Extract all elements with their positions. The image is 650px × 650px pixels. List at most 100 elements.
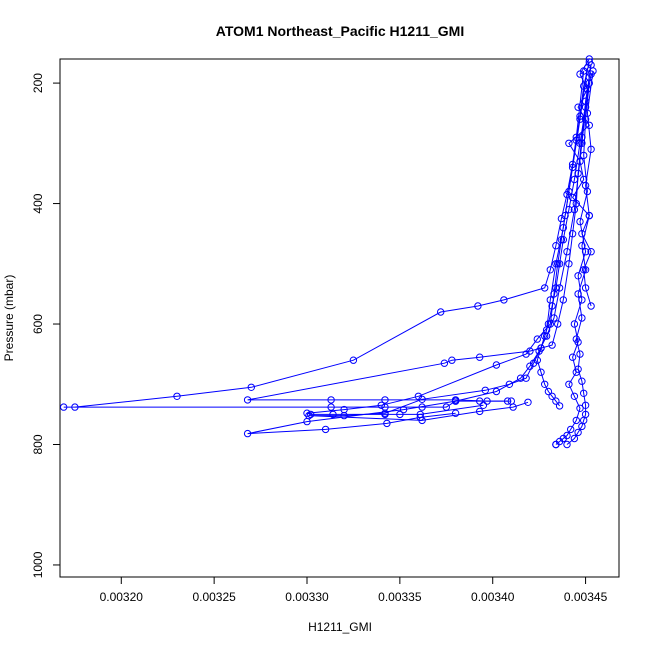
y-tick-label: 1000 — [31, 551, 45, 578]
series-layer — [60, 55, 597, 449]
data-point — [572, 133, 580, 142]
data-point — [581, 266, 590, 274]
x-tick-label: 0.00330 — [285, 590, 329, 604]
series-line — [247, 77, 590, 435]
series-line — [308, 70, 585, 421]
data-point — [581, 284, 590, 292]
data-point — [574, 365, 582, 373]
data-point — [440, 359, 449, 367]
data-point — [542, 332, 551, 340]
data-point — [544, 320, 553, 328]
x-axis-label: H1211_GMI — [308, 620, 372, 634]
data-point — [576, 217, 584, 226]
data-point — [576, 404, 584, 412]
data-point — [500, 296, 508, 304]
data-point — [587, 248, 595, 256]
data-point — [522, 374, 530, 382]
data-point — [580, 389, 588, 397]
data-point — [474, 302, 482, 310]
data-point — [552, 284, 560, 292]
series-line — [555, 83, 590, 445]
data-point — [321, 425, 330, 434]
data-point — [381, 396, 389, 404]
data-point — [541, 284, 549, 292]
data-point — [327, 396, 335, 404]
data-point — [399, 405, 408, 414]
data-point — [585, 211, 593, 220]
x-tick-label: 0.00345 — [564, 590, 608, 604]
data-point — [483, 397, 491, 405]
data-point — [555, 260, 564, 268]
data-point — [448, 356, 456, 364]
data-point — [548, 392, 556, 400]
data-point — [481, 386, 489, 394]
data-point — [565, 139, 573, 148]
x-tick-label: 0.00320 — [100, 590, 144, 604]
series-9 — [533, 70, 595, 410]
series-line — [63, 61, 590, 408]
data-point — [574, 428, 582, 437]
x-tick-label: 0.00340 — [471, 590, 515, 604]
data-point — [559, 236, 567, 244]
data-point — [546, 266, 554, 274]
y-axis-label: Pressure (mbar) — [2, 275, 16, 362]
data-point — [570, 392, 579, 400]
data-point — [587, 70, 595, 78]
data-point — [437, 308, 445, 316]
data-point — [574, 272, 582, 280]
data-point — [559, 296, 567, 304]
data-point — [247, 383, 256, 391]
data-point — [418, 395, 426, 403]
data-point — [381, 409, 389, 417]
data-point — [552, 397, 560, 405]
data-point — [307, 410, 315, 419]
data-point — [377, 401, 385, 409]
data-point — [570, 434, 579, 443]
data-point — [581, 103, 590, 111]
data-point — [544, 387, 553, 396]
data-point — [533, 356, 541, 364]
y-tick-label: 200 — [31, 73, 45, 93]
data-point — [565, 380, 573, 388]
data-point — [580, 266, 588, 274]
data-point — [570, 205, 579, 214]
data-point — [526, 362, 534, 370]
data-point — [567, 425, 575, 434]
data-point — [565, 260, 573, 268]
data-point — [303, 417, 311, 426]
data-point — [578, 377, 586, 385]
data-point — [451, 409, 460, 417]
data-point — [578, 242, 586, 250]
data-point — [587, 302, 595, 310]
data-point — [576, 139, 584, 148]
data-point — [522, 350, 530, 358]
data-point — [578, 422, 586, 431]
y-tick-label: 400 — [31, 193, 45, 213]
data-point — [60, 403, 68, 411]
series-line — [568, 58, 592, 307]
data-point — [572, 416, 580, 425]
x-axis: 0.00320 0.00325 0.00330 0.00335 0.00340 0.003… — [100, 577, 608, 604]
data-point — [340, 411, 348, 420]
y-axis: 200 400 600 800 1000 — [31, 73, 60, 578]
data-point — [516, 374, 525, 382]
data-point — [524, 398, 532, 406]
data-point — [476, 407, 484, 416]
data-point — [548, 302, 556, 310]
data-point — [572, 335, 580, 343]
data-point — [559, 224, 567, 232]
data-point — [243, 396, 252, 404]
data-point — [554, 320, 562, 328]
data-point — [581, 181, 590, 190]
data-point — [563, 440, 571, 449]
data-point — [505, 380, 514, 388]
data-point — [349, 356, 358, 364]
data-point — [173, 392, 181, 400]
y-tick-label: 800 — [31, 434, 45, 454]
data-point — [243, 429, 252, 438]
data-point — [303, 409, 311, 417]
data-point — [537, 344, 545, 352]
data-point — [383, 419, 391, 428]
x-tick-label: 0.00335 — [378, 590, 422, 604]
